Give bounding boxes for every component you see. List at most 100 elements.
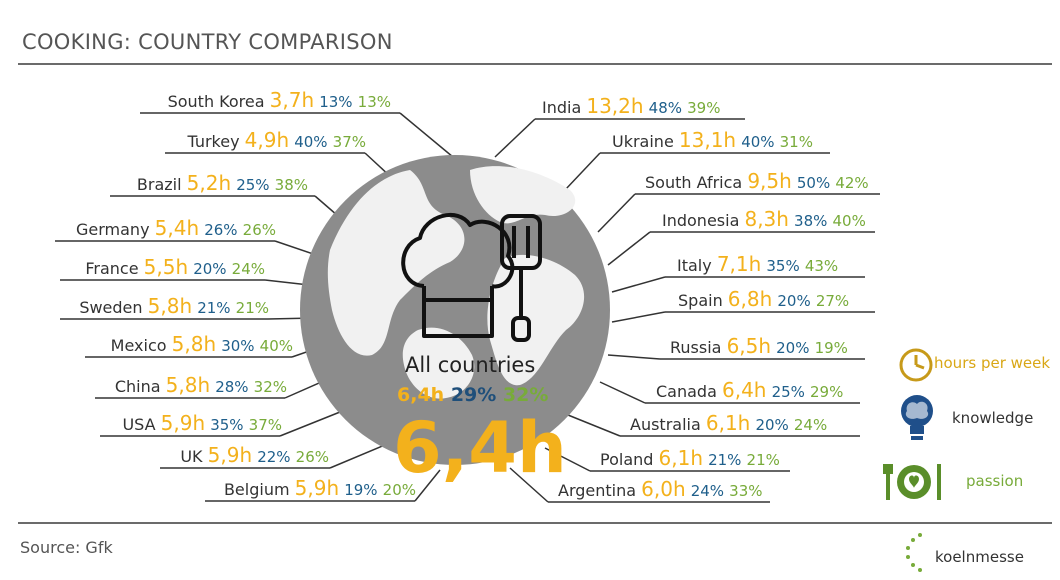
country-row-spain: Spain 6,8h 20% 27% [678,288,849,312]
country-row-brazil: Brazil 5,2h 25% 38% [137,172,308,196]
country-row-uk: UK 5,9h 22% 26% [180,444,329,468]
country-passion: 19% [814,339,848,357]
country-knowledge: 48% [648,99,683,117]
country-row-canada: Canada 6,4h 25% 29% [656,379,843,403]
country-name: Brazil [136,175,182,194]
country-row-sweden: Sweden 5,8h 21% 21% [79,295,269,319]
country-knowledge: 22% [257,448,291,466]
all-countries-hours: 6,4h [397,384,445,406]
country-knowledge: 20% [193,260,227,278]
country-knowledge: 20% [755,416,789,434]
country-passion: 33% [729,482,763,500]
country-row-belgium: Belgium 5,9h 19% 20% [224,477,416,501]
country-hours: 13,1h [678,128,737,152]
country-passion: 37% [332,133,366,151]
leader-line [611,276,666,293]
country-name: USA [122,415,156,434]
leader-line [611,311,666,323]
country-name: Spain [678,291,723,310]
country-name: South Africa [645,173,743,192]
country-row-poland: Poland 6,1h 21% 21% [600,447,780,471]
country-passion: 39% [687,99,721,117]
country-knowledge: 38% [794,212,828,230]
spatula-icon [500,214,542,342]
country-passion: 31% [779,133,813,151]
country-hours: 3,7h [269,88,315,112]
country-knowledge: 20% [777,292,811,310]
leader-line [597,193,636,233]
country-row-mexico: Mexico 5,8h 30% 40% [111,333,293,357]
legend-passion-label: passion [966,472,1024,490]
country-row-australia: Australia 6,1h 20% 24% [630,412,827,436]
country-passion: 40% [832,212,866,230]
country-passion: 21% [235,299,269,317]
country-knowledge: 35% [210,416,244,434]
country-row-france: France 5,5h 20% 24% [85,256,265,280]
chef-hat-icon [401,213,515,338]
country-name: Argentina [558,481,637,500]
country-knowledge: 50% [796,174,831,192]
country-passion: 24% [231,260,265,278]
country-knowledge: 25% [771,383,805,401]
country-name: Australia [630,415,701,434]
country-row-indonesia: Indonesia 8,3h 38% 40% [662,208,866,232]
legend-hours-label: hours per week [934,354,1051,372]
country-hours: 5,9h [294,476,340,500]
all-countries-label: All countries [405,353,536,377]
koelnmesse-logo-dots [906,533,922,572]
country-passion: 37% [248,416,282,434]
country-row-south-korea: South Korea 3,7h 13% 13% [168,89,391,113]
globe-icon [300,155,610,465]
country-row-turkey: Turkey 4,9h 40% 37% [187,129,366,153]
country-hours: 6,8h [727,287,773,311]
country-row-india: India 13,2h 48% 39% [542,95,720,119]
country-hours: 6,4h [721,378,767,402]
country-hours: 5,4h [154,216,200,240]
page-title: COOKING: COUNTRY COMPARISON [22,30,393,54]
country-knowledge: 26% [204,221,238,239]
country-passion: 29% [810,383,844,401]
country-knowledge: 35% [766,257,800,275]
country-knowledge: 40% [294,133,328,151]
country-passion: 13% [357,93,391,111]
country-name: Canada [656,382,717,401]
country-hours: 5,2h [186,171,232,195]
country-name: Ukraine [612,132,674,151]
country-passion: 26% [295,448,329,466]
country-name: France [85,259,139,278]
country-knowledge: 24% [690,482,725,500]
plate-fork-knife-icon [883,464,941,500]
leader-line [599,381,646,404]
country-hours: 13,2h [586,94,644,118]
leader-line [544,447,591,472]
top-divider [18,63,1052,65]
country-passion: 42% [835,174,869,192]
country-row-argentina: Argentina 6,0h 24% 33% [558,478,763,502]
country-name: Mexico [110,336,167,355]
country-row-russia: Russia 6,5h 20% 19% [670,335,848,359]
country-name: Belgium [223,480,290,499]
country-hours: 5,8h [171,332,217,356]
country-hours: 6,1h [658,446,703,470]
country-hours: 5,9h [160,411,206,435]
leader-line [509,467,549,503]
all-countries-big-hours: 6,4h [393,407,567,489]
country-row-germany: Germany 5,4h 26% 26% [76,217,276,241]
country-knowledge: 25% [236,176,270,194]
country-row-usa: USA 5,9h 35% 37% [122,412,282,436]
brand-logo-text: koelnmesse [935,548,1024,566]
country-knowledge: 28% [215,378,249,396]
country-passion: 27% [815,292,850,310]
country-passion: 32% [253,378,287,396]
country-name: UK [180,447,203,466]
clock-icon [899,348,933,382]
country-passion: 43% [804,257,839,275]
country-passion: 26% [242,221,276,239]
country-hours: 6,0h [641,477,686,501]
country-passion: 24% [793,416,828,434]
country-name: South Korea [167,92,265,111]
country-row-china: China 5,8h 28% 32% [115,374,287,398]
all-countries-stats: 6,4h 29% 32% [397,384,548,406]
